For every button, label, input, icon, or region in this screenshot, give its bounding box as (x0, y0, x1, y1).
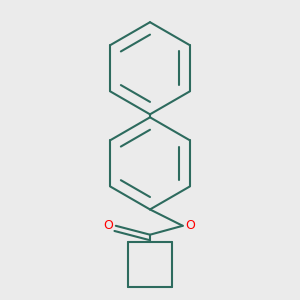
Text: O: O (103, 219, 113, 232)
Text: O: O (185, 219, 195, 232)
